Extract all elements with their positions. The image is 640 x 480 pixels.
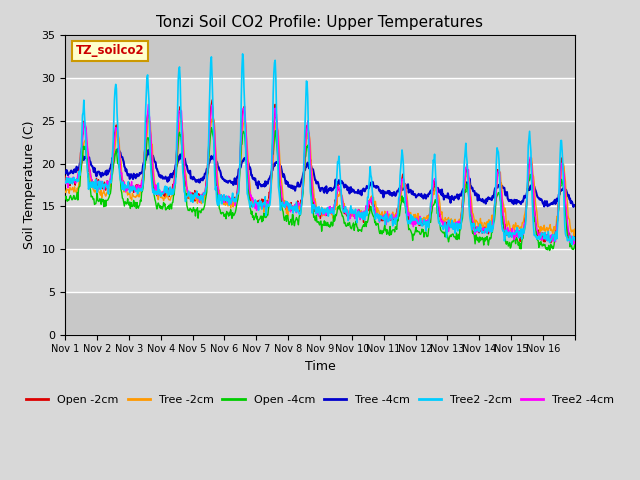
Bar [65,206,575,249]
Title: Tonzi Soil CO2 Profile: Upper Temperatures: Tonzi Soil CO2 Profile: Upper Temperatur… [157,15,483,30]
X-axis label: Time: Time [305,360,335,373]
Text: TZ_soilco2: TZ_soilco2 [76,44,144,57]
Y-axis label: Soil Temperature (C): Soil Temperature (C) [23,120,36,249]
Bar [65,36,575,78]
Legend: Open -2cm, Tree -2cm, Open -4cm, Tree -4cm, Tree2 -2cm, Tree2 -4cm: Open -2cm, Tree -2cm, Open -4cm, Tree -4… [22,391,618,410]
Bar [65,121,575,164]
Bar [65,164,575,206]
Bar [65,292,575,335]
Bar [65,78,575,121]
Bar [65,249,575,292]
